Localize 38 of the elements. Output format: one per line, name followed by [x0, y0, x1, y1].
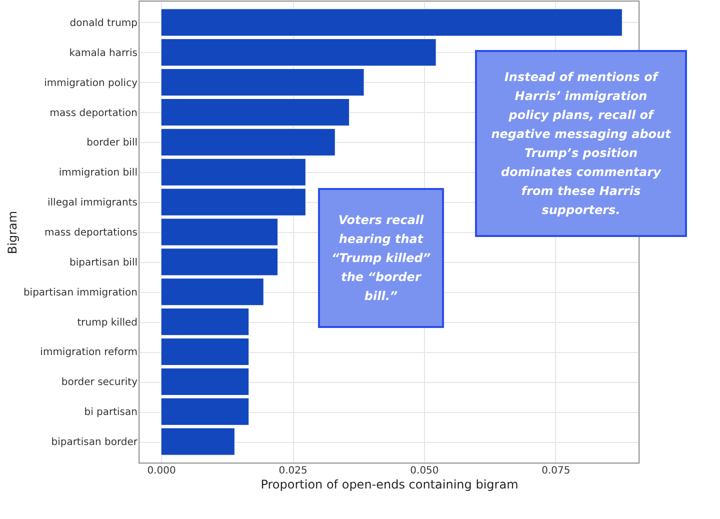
bar: [160, 248, 278, 276]
x-axis-title: Proportion of open-ends containing bigram: [260, 478, 518, 492]
bar: [160, 338, 250, 366]
x-tick-label: 0.075: [542, 466, 570, 476]
y-tick-label: immigration policy: [44, 78, 138, 89]
bar: [160, 428, 235, 456]
x-tick-label: 0.050: [410, 466, 439, 476]
y-tick-label: bipartisan bill: [70, 257, 138, 268]
y-tick-label: trump killed: [77, 317, 138, 328]
y-tick-label: donald trump: [70, 18, 138, 29]
x-tick-label: 0.025: [278, 466, 308, 476]
bar: [160, 68, 364, 96]
y-tick-label: kamala harris: [69, 48, 138, 59]
y-axis-title: Bigram: [5, 210, 20, 254]
y-tick-label: border bill: [86, 138, 138, 149]
bar: [160, 188, 306, 216]
bar: [160, 278, 264, 306]
y-tick-label: immigration reform: [40, 347, 138, 358]
bar: [160, 98, 350, 126]
y-tick-label: bi partisan: [84, 407, 138, 418]
annotation: Instead of mentions of Harris’ immigration policy plans, recall of negative messaging about Trump’s position dominates commentary from these Harris supporters.: [491, 70, 672, 217]
x-tick-label: 0.000: [147, 466, 176, 476]
bar: [160, 308, 250, 336]
y-tick-label: mass deportation: [50, 108, 138, 119]
annotation: Voters recall hearing that “Trump killed” the “border bill.”: [331, 213, 431, 303]
bar: [160, 218, 278, 246]
y-tick-label: immigration bill: [58, 168, 138, 179]
bar: [160, 158, 306, 186]
bar: [160, 398, 250, 426]
y-tick-label: illegal immigrants: [47, 198, 138, 209]
bar: [160, 38, 436, 66]
y-tick-label: border security: [61, 377, 138, 388]
y-tick-label: mass deportations: [44, 228, 138, 238]
bar: [160, 368, 250, 396]
y-tick-label: bipartisan border: [51, 437, 138, 448]
bar: [160, 128, 336, 156]
bar: [160, 8, 622, 36]
y-tick-label: bipartisan immigration: [23, 287, 138, 298]
